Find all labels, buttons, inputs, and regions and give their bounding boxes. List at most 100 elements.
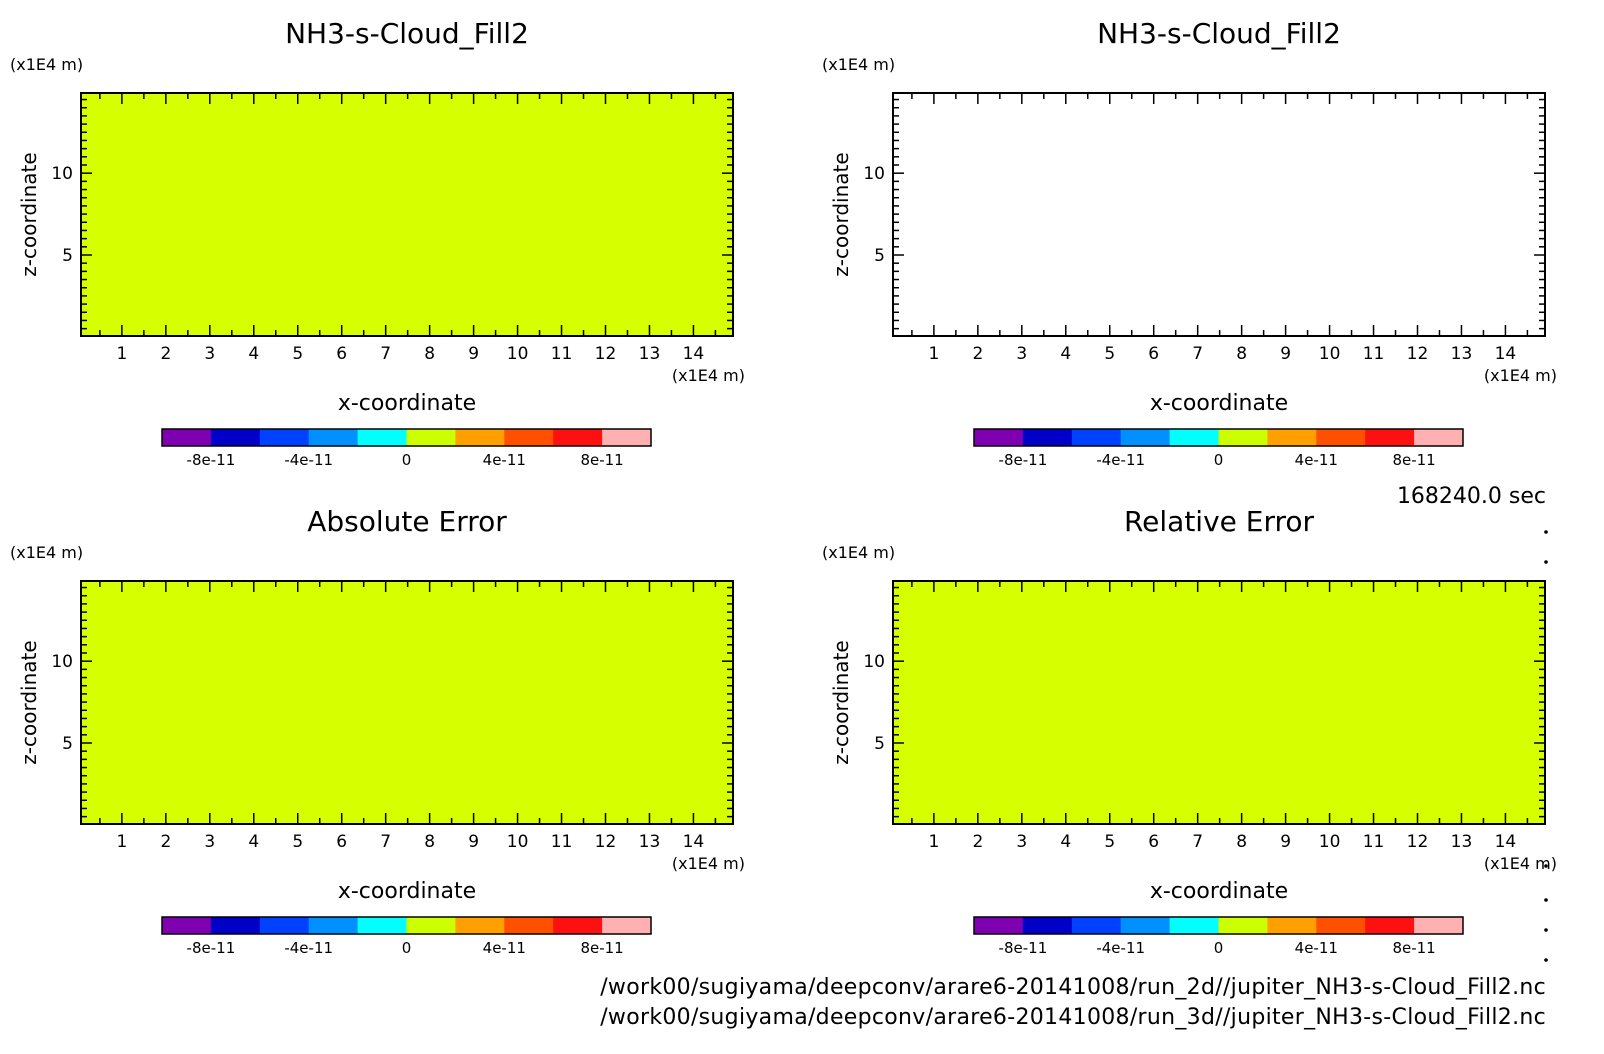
- y-axis-label: z-coordinate: [829, 640, 853, 764]
- x-tick-label: 13: [639, 832, 661, 852]
- plot-frame: [892, 92, 1546, 337]
- x-tick-label: 7: [380, 344, 391, 364]
- x-tick-label: 5: [292, 832, 303, 852]
- colorbar-tick-label: -4e-11: [284, 451, 333, 469]
- x-tick-label: 12: [595, 832, 617, 852]
- colorbar-swatch: [1218, 429, 1268, 446]
- colorbar-tick-label: -4e-11: [1096, 939, 1145, 957]
- colorbar-swatch: [553, 429, 603, 446]
- colorbar-swatch: [504, 917, 554, 934]
- x-tick-label: 12: [1407, 832, 1429, 852]
- x-tick-label: 14: [683, 832, 705, 852]
- colorbar-swatch: [1365, 429, 1415, 446]
- colorbar-swatch: [210, 429, 261, 446]
- file-path-3d: /work00/sugiyama/deepconv/arare6-2014100…: [600, 1005, 1546, 1030]
- colorbar-tick-label: 4e-11: [483, 451, 526, 469]
- colorbar-swatch: [357, 917, 407, 934]
- x-tick-label: 1: [928, 832, 939, 852]
- x-tick-label: 13: [639, 344, 661, 364]
- x-tick-label: 5: [1104, 832, 1115, 852]
- colorbar-swatch: [974, 429, 1024, 446]
- x-tick-label: 2: [160, 344, 171, 364]
- x-axis-label: x-coordinate: [1150, 879, 1288, 904]
- y-tick-label: 5: [62, 734, 73, 754]
- colorbar-tick-label: -4e-11: [1096, 451, 1145, 469]
- x-tick-label: 7: [380, 832, 391, 852]
- x-tick-label: 10: [507, 344, 529, 364]
- colorbar: -8e-11 -4e-11 0 4e-11 8e-11: [973, 428, 1464, 469]
- y-tick-label: 10: [51, 652, 73, 672]
- colorbar-swatch: [504, 429, 554, 446]
- field-fill: [893, 581, 1545, 824]
- colorbar-swatch: [259, 917, 310, 934]
- x-tick-label: 9: [1280, 832, 1291, 852]
- x-tick-label: 8: [424, 832, 435, 852]
- colorbar: -8e-11 -4e-11 0 4e-11 8e-11: [973, 916, 1464, 957]
- colorbar-swatch: [1267, 429, 1317, 446]
- x-tick-label: 12: [595, 344, 617, 364]
- edge-dot-marker: [1544, 958, 1548, 962]
- x-tick-label: 5: [292, 344, 303, 364]
- x-tick-label: 11: [1363, 832, 1385, 852]
- colorbar-swatch: [1120, 429, 1171, 446]
- y-unit-label: (x1E4 m): [10, 55, 83, 74]
- colorbar-tick-label: 4e-11: [1295, 939, 1338, 957]
- colorbar-swatch: [1169, 917, 1219, 934]
- x-tick-label: 3: [1016, 344, 1027, 364]
- x-tick-label: 13: [1451, 832, 1473, 852]
- x-tick-label: 9: [1280, 344, 1291, 364]
- x-tick-label: 6: [1148, 344, 1159, 364]
- chart-title: Absolute Error: [307, 505, 507, 538]
- colorbar-swatch: [406, 429, 456, 446]
- y-tick-label: 5: [62, 246, 73, 266]
- colorbar-frame: [161, 428, 652, 447]
- x-tick-label: 11: [551, 344, 573, 364]
- colorbar-tick-label: 8e-11: [580, 939, 623, 957]
- colorbar-tick-label: -8e-11: [999, 451, 1048, 469]
- colorbar-swatch: [455, 429, 505, 446]
- chart-panel-1: NH3-s-Cloud_Fill2(x1E4 m)1 2 3 4 5 6 7 8 9 10 11 12…: [10, 17, 745, 469]
- plot-frame: [892, 580, 1546, 825]
- y-unit-label: (x1E4 m): [822, 543, 895, 562]
- x-tick-label: 14: [1495, 832, 1517, 852]
- x-tick-label: 11: [1363, 344, 1385, 364]
- colorbar-tick-label: -8e-11: [187, 451, 236, 469]
- x-tick-label: 7: [1192, 344, 1203, 364]
- y-unit-label: (x1E4 m): [10, 543, 83, 562]
- colorbar-tick-label: 8e-11: [1392, 451, 1435, 469]
- chart-title: NH3-s-Cloud_Fill2: [285, 17, 529, 50]
- x-tick-label: 8: [424, 344, 435, 364]
- colorbar: -8e-11 -4e-11 0 4e-11 8e-11: [161, 916, 652, 957]
- y-tick-label: 10: [51, 164, 73, 184]
- x-tick-label: 3: [204, 832, 215, 852]
- x-tick-label: 12: [1407, 344, 1429, 364]
- x-tick-label: 9: [468, 344, 479, 364]
- colorbar-tick-label: 4e-11: [483, 939, 526, 957]
- chart-title: Relative Error: [1124, 505, 1315, 538]
- x-tick-label: 4: [1060, 344, 1071, 364]
- y-axis-label: z-coordinate: [17, 640, 41, 764]
- edge-dot-marker: [1544, 560, 1548, 564]
- colorbar-swatch: [1022, 917, 1073, 934]
- y-tick-label: 10: [863, 164, 885, 184]
- x-tick-label: 8: [1236, 344, 1247, 364]
- x-tick-label: 5: [1104, 344, 1115, 364]
- x-tick-label: 6: [336, 832, 347, 852]
- colorbar-swatch: [308, 429, 359, 446]
- x-tick-label: 4: [248, 832, 259, 852]
- chart-panel-2: NH3-s-Cloud_Fill2(x1E4 m)1 2 3 4 5 6 7 8 9 10 11 12…: [822, 17, 1557, 469]
- colorbar-tick-label: 8e-11: [1392, 939, 1435, 957]
- chart-panel-4: Relative Error(x1E4 m)1 2 3 4 5 6 7 8 9 10 11 12 13 1…: [822, 505, 1557, 957]
- x-unit-label: (x1E4 m): [672, 366, 745, 385]
- colorbar-tick-label: -4e-11: [284, 939, 333, 957]
- colorbar-tick-label: 0: [402, 939, 412, 957]
- x-tick-label: 6: [336, 344, 347, 364]
- x-tick-label: 1: [116, 344, 127, 364]
- colorbar-swatch: [210, 917, 261, 934]
- field-fill: [81, 93, 733, 336]
- x-unit-label: (x1E4 m): [1484, 854, 1557, 873]
- x-tick-label: 14: [1495, 344, 1517, 364]
- colorbar-swatch: [1414, 429, 1464, 446]
- colorbar-swatch: [974, 917, 1024, 934]
- x-tick-label: 2: [160, 832, 171, 852]
